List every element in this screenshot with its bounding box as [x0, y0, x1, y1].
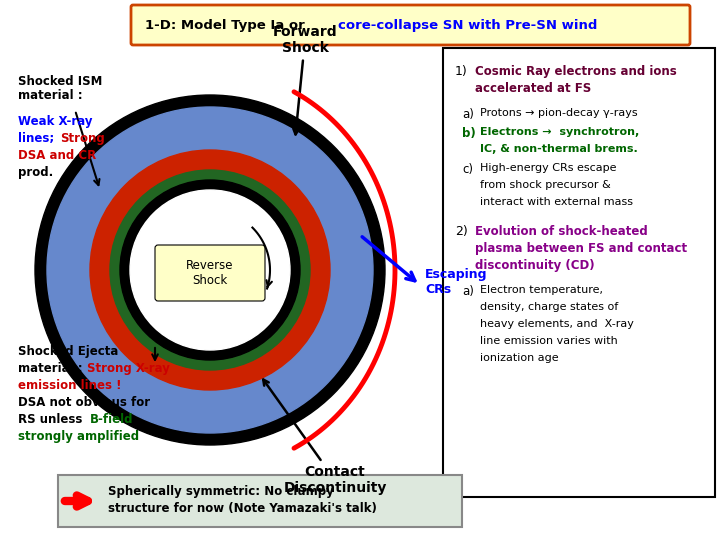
Text: RS unless: RS unless	[18, 413, 86, 426]
Text: from shock precursor &: from shock precursor &	[480, 180, 611, 190]
Text: emission lines !: emission lines !	[18, 379, 122, 392]
Text: Cosmic Ray electrons and ions: Cosmic Ray electrons and ions	[475, 65, 677, 78]
Text: Reverse
Shock: Reverse Shock	[186, 259, 234, 287]
FancyBboxPatch shape	[58, 475, 462, 527]
Text: core-collapse SN with Pre-SN wind: core-collapse SN with Pre-SN wind	[338, 18, 598, 31]
Text: prod.: prod.	[18, 166, 53, 179]
Text: strongly amplified: strongly amplified	[18, 430, 139, 443]
Text: Electron temperature,: Electron temperature,	[480, 285, 603, 295]
Text: heavy elements, and  X-ray: heavy elements, and X-ray	[480, 319, 634, 329]
Text: Escaping
CRs: Escaping CRs	[425, 268, 487, 296]
Text: Contact
Discontinuity: Contact Discontinuity	[264, 380, 387, 495]
Text: 2): 2)	[455, 225, 468, 238]
Text: b): b)	[462, 127, 476, 140]
Circle shape	[90, 150, 330, 390]
Text: Electrons →  synchrotron,: Electrons → synchrotron,	[480, 127, 639, 137]
Text: Strong: Strong	[60, 132, 104, 145]
Text: DSA and CR: DSA and CR	[18, 149, 96, 162]
Text: line emission varies with: line emission varies with	[480, 336, 618, 346]
Text: c): c)	[462, 163, 473, 176]
Text: discontinuity (CD): discontinuity (CD)	[475, 259, 595, 272]
Text: ionization age: ionization age	[480, 353, 559, 363]
Text: B-field: B-field	[90, 413, 133, 426]
Text: High-energy CRs escape: High-energy CRs escape	[480, 163, 616, 173]
FancyBboxPatch shape	[155, 245, 265, 301]
Text: a): a)	[462, 285, 474, 298]
Text: interact with external mass: interact with external mass	[480, 197, 633, 207]
Text: Strong X-ray: Strong X-ray	[87, 362, 170, 375]
Text: density, charge states of: density, charge states of	[480, 302, 618, 312]
FancyBboxPatch shape	[443, 48, 715, 497]
Text: structure for now (Note Yamazaki's talk): structure for now (Note Yamazaki's talk)	[108, 502, 377, 515]
Text: Shocked ISM: Shocked ISM	[18, 75, 102, 88]
Text: Evolution of shock-heated: Evolution of shock-heated	[475, 225, 648, 238]
Text: accelerated at FS: accelerated at FS	[475, 82, 591, 95]
Text: Weak X-ray: Weak X-ray	[18, 115, 92, 128]
Text: material :: material :	[18, 362, 86, 375]
Text: Protons → pion-decay γ-rays: Protons → pion-decay γ-rays	[480, 108, 638, 118]
Text: 1-D: Model Type Ia or: 1-D: Model Type Ia or	[145, 18, 310, 31]
Circle shape	[110, 170, 310, 370]
Circle shape	[120, 180, 300, 360]
Circle shape	[47, 107, 373, 433]
Text: Spherically symmetric: No clumpy: Spherically symmetric: No clumpy	[108, 485, 334, 498]
Circle shape	[35, 95, 385, 445]
Text: 1): 1)	[455, 65, 468, 78]
Circle shape	[130, 190, 290, 350]
Text: Forward
Shock: Forward Shock	[273, 25, 337, 134]
Text: lines;: lines;	[18, 132, 58, 145]
Text: a): a)	[462, 108, 474, 121]
Text: plasma between FS and contact: plasma between FS and contact	[475, 242, 687, 255]
FancyBboxPatch shape	[131, 5, 690, 45]
Text: Shocked Ejecta: Shocked Ejecta	[18, 345, 118, 358]
Text: DSA not obvious for: DSA not obvious for	[18, 396, 150, 409]
Text: material :: material :	[18, 89, 83, 102]
Text: IC, & non-thermal brems.: IC, & non-thermal brems.	[480, 144, 638, 154]
